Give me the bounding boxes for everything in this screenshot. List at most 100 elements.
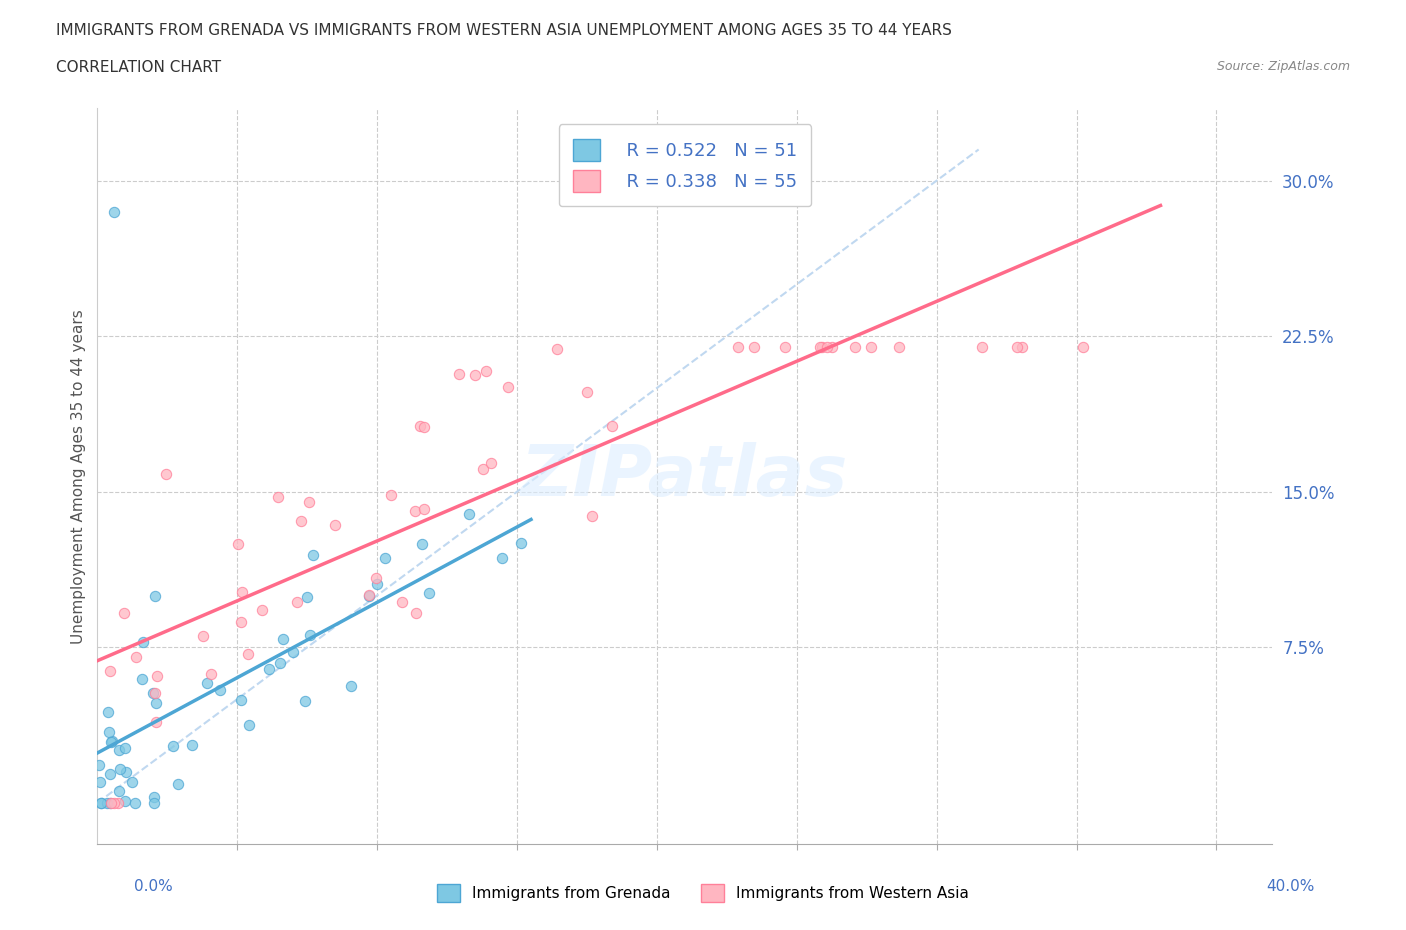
Point <box>142 795 165 810</box>
Point <box>972 339 994 354</box>
Point <box>366 577 388 591</box>
Point <box>131 671 153 686</box>
Point <box>294 694 316 709</box>
Point <box>238 717 260 732</box>
Point <box>411 537 433 551</box>
Point <box>90 795 112 810</box>
Point <box>359 587 381 602</box>
Point <box>458 507 481 522</box>
Point <box>98 663 121 678</box>
Point <box>491 551 513 565</box>
Point <box>271 632 294 647</box>
Point <box>98 795 121 810</box>
Point <box>162 738 184 753</box>
Text: ZIPatlas: ZIPatlas <box>522 442 849 511</box>
Point <box>89 775 111 790</box>
Point <box>97 724 120 739</box>
Point <box>226 537 249 551</box>
Point <box>357 588 380 603</box>
Point <box>340 679 363 694</box>
Point <box>479 456 502 471</box>
Point <box>238 646 260 661</box>
Point <box>297 590 319 604</box>
Point <box>209 683 232 698</box>
Point <box>391 595 413 610</box>
Point <box>97 704 120 719</box>
Point <box>405 605 427 620</box>
Point <box>103 795 125 810</box>
Point <box>575 385 598 400</box>
Point <box>1011 339 1033 354</box>
Point <box>285 594 308 609</box>
Text: 40.0%: 40.0% <box>1267 879 1315 894</box>
Point <box>581 509 603 524</box>
Point <box>107 795 129 810</box>
Point <box>229 614 252 629</box>
Point <box>250 603 273 618</box>
Point <box>155 467 177 482</box>
Point <box>298 495 321 510</box>
Text: Source: ZipAtlas.com: Source: ZipAtlas.com <box>1216 60 1350 73</box>
Point <box>195 675 218 690</box>
Point <box>302 548 325 563</box>
Point <box>546 341 568 356</box>
Point <box>380 488 402 503</box>
Point <box>98 767 121 782</box>
Point <box>1071 339 1094 354</box>
Point <box>100 795 122 810</box>
Point <box>412 501 434 516</box>
Point <box>142 685 165 700</box>
Point <box>114 793 136 808</box>
Point <box>820 339 842 354</box>
Point <box>146 669 169 684</box>
Point <box>1005 339 1028 354</box>
Point <box>811 339 834 354</box>
Point <box>101 734 124 749</box>
Point <box>107 784 129 799</box>
Point <box>142 790 165 804</box>
Point <box>132 634 155 649</box>
Point <box>96 795 118 810</box>
Point <box>100 735 122 750</box>
Point <box>107 743 129 758</box>
Point <box>887 339 910 354</box>
Point <box>374 551 396 566</box>
Legend: Immigrants from Grenada, Immigrants from Western Asia: Immigrants from Grenada, Immigrants from… <box>430 878 976 909</box>
Point <box>231 585 253 600</box>
Point <box>404 503 426 518</box>
Point <box>409 418 432 433</box>
Text: IMMIGRANTS FROM GRENADA VS IMMIGRANTS FROM WESTERN ASIA UNEMPLOYMENT AMONG AGES : IMMIGRANTS FROM GRENADA VS IMMIGRANTS FR… <box>56 23 952 38</box>
Point <box>90 795 112 810</box>
Point <box>298 628 321 643</box>
Y-axis label: Unemployment Among Ages 35 to 44 years: Unemployment Among Ages 35 to 44 years <box>72 309 86 644</box>
Point <box>860 339 883 354</box>
Point <box>115 764 138 779</box>
Point <box>125 650 148 665</box>
Point <box>267 489 290 504</box>
Point <box>87 758 110 773</box>
Point <box>773 339 796 354</box>
Point <box>742 339 765 354</box>
Point <box>727 339 749 354</box>
Point <box>418 586 440 601</box>
Point <box>474 364 496 379</box>
Point <box>124 795 146 810</box>
Point <box>145 715 167 730</box>
Point <box>281 644 304 659</box>
Point <box>121 775 143 790</box>
Point <box>191 629 214 644</box>
Text: 0.0%: 0.0% <box>134 879 173 894</box>
Point <box>103 205 125 219</box>
Point <box>815 339 838 354</box>
Point <box>498 379 520 394</box>
Point <box>200 666 222 681</box>
Point <box>510 536 533 551</box>
Point <box>229 693 252 708</box>
Point <box>290 514 312 529</box>
Point <box>413 419 436 434</box>
Text: CORRELATION CHART: CORRELATION CHART <box>56 60 221 75</box>
Point <box>257 661 280 676</box>
Point <box>464 367 486 382</box>
Point <box>167 777 190 791</box>
Point <box>600 418 623 433</box>
